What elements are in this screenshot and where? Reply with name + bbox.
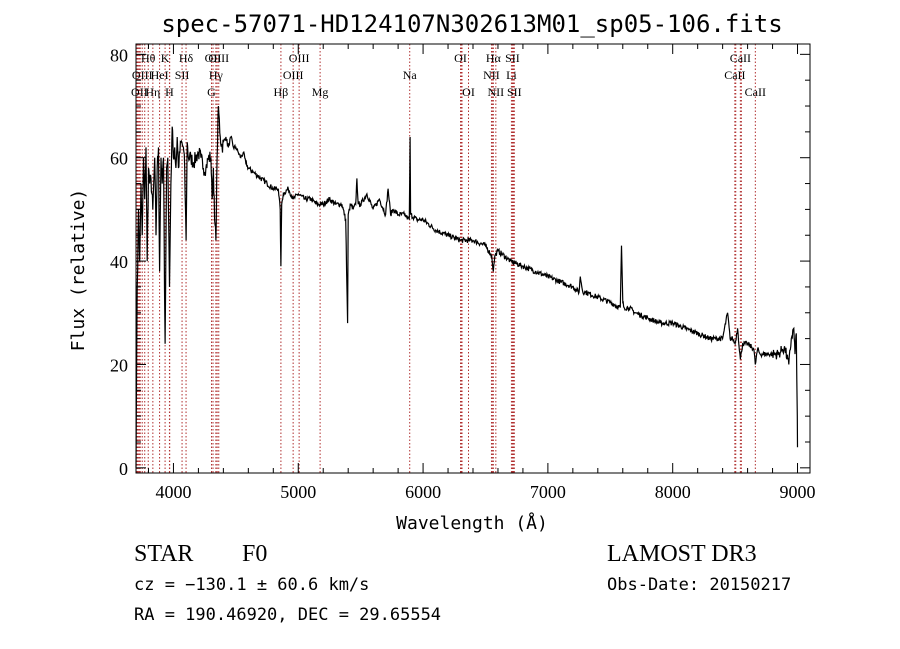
x-tick-label: 9000 <box>780 482 816 502</box>
spectral-line-label: Hγ <box>209 68 224 82</box>
x-axis-ticks: 4000 5000 6000 7000 8000 9000 <box>147 44 816 502</box>
spectral-line-label: NII <box>488 85 505 99</box>
object-subclass: F0 <box>242 541 267 567</box>
observation-date: Obs-Date: 20150217 <box>607 575 791 595</box>
spectral-line-label: Li <box>506 68 517 82</box>
y-tick-label: 0 <box>119 459 128 479</box>
spectral-line-label: G <box>207 85 216 99</box>
spectral-line-label: HeI <box>151 68 169 82</box>
spectral-line-label: OI <box>454 51 467 65</box>
spectral-line-label: NII <box>483 68 500 82</box>
spectral-line-label: OI <box>462 85 475 99</box>
spectral-line-label: Mg <box>312 85 329 99</box>
spectral-line-label: OIII <box>208 51 229 65</box>
x-tick-label: 8000 <box>655 482 691 502</box>
spectral-line-label: OIII <box>283 68 304 82</box>
spectral-line-label: CaII <box>724 68 745 82</box>
spectral-line-label: Hα <box>486 51 502 65</box>
spectral-line-label: OIII <box>289 51 310 65</box>
object-class: STAR <box>134 541 193 567</box>
ra-dec: RA = 190.46920, DEC = 29.65554 <box>134 605 441 625</box>
spectral-line-label: OII <box>131 85 148 99</box>
y-tick-label: 20 <box>110 355 128 375</box>
x-tick-label: 4000 <box>155 482 191 502</box>
x-tick-label: 7000 <box>530 482 566 502</box>
spectral-line-label: CaII <box>730 51 751 65</box>
plot-frame <box>135 43 811 474</box>
spectral-line-label: OII <box>205 51 222 65</box>
spectral-line-label: SII <box>505 51 520 65</box>
y-tick-label: 40 <box>110 252 128 272</box>
y-axis-label: Flux (relative) <box>68 189 89 352</box>
spectral-line-label: Hη <box>145 85 160 99</box>
spectral-line-markers <box>135 44 756 473</box>
y-tick-label: 60 <box>110 149 128 169</box>
spectral-line-label: Hθ <box>141 51 156 65</box>
spectral-line-label: Hδ <box>179 51 194 65</box>
y-tick-label: 80 <box>110 45 128 65</box>
spectral-line-label: Hβ <box>274 85 289 99</box>
spectral-line-label: SII <box>507 85 522 99</box>
spectral-line-label: SII <box>175 68 190 82</box>
x-tick-label: 5000 <box>280 482 316 502</box>
y-axis-ticks: 0 20 40 60 80 <box>110 45 810 479</box>
flux-series-line <box>135 105 799 468</box>
spectral-line-label: Na <box>403 68 418 82</box>
spectral-line-label: OIII <box>132 68 153 82</box>
spectral-line-label: K <box>161 51 170 65</box>
x-tick-label: 6000 <box>405 482 441 502</box>
spectral-line-label: H <box>165 85 174 99</box>
x-axis-label: Wavelength (Å) <box>396 512 548 534</box>
spectral-line-labels: OIIHθOIIIHηHeIKHSIIHδGOIIHγOIIIHβOIIIOII… <box>131 51 766 99</box>
survey-name: LAMOST DR3 <box>607 541 757 567</box>
chart-title: spec-57071-HD124107N302613M01_sp05-106.f… <box>161 10 782 38</box>
spectral-line-label: CaII <box>745 85 766 99</box>
redshift-cz: cz = −130.1 ± 60.6 km/s <box>134 575 369 595</box>
